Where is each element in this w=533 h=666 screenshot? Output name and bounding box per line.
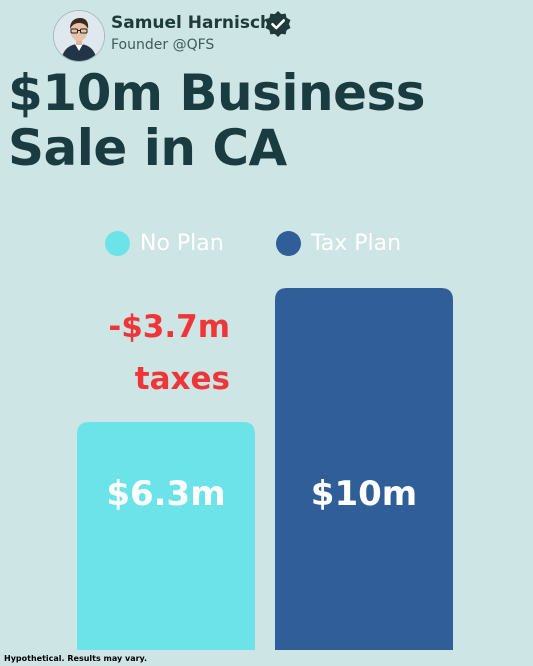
person-avatar-icon <box>54 11 104 61</box>
legend-item-tax-plan: Tax Plan <box>276 231 401 256</box>
avatar <box>54 11 104 61</box>
legend-label-tax-plan: Tax Plan <box>311 231 402 256</box>
legend-swatch-tax-plan <box>276 231 301 256</box>
bar-value-label: $10m <box>311 474 417 514</box>
bar-value-label: $6.3m <box>106 474 225 514</box>
tax-annotation: -$3.7m taxes <box>108 301 230 405</box>
page-title: $10m Business Sale in CA <box>8 66 508 176</box>
legend-swatch-no-plan <box>105 231 130 256</box>
author-name: Samuel Harnisch <box>111 13 273 33</box>
title-line-2: Sale in CA <box>8 119 287 177</box>
verified-check-icon <box>265 11 291 37</box>
disclaimer: Hypothetical. Results may vary. <box>4 654 148 663</box>
tax-annotation-amount: -$3.7m <box>108 309 230 345</box>
title-line-1: $10m Business <box>8 64 426 122</box>
author-subtitle: Founder @QFS <box>111 37 215 53</box>
bar-tax-plan <box>275 288 453 650</box>
legend-item-no-plan: No Plan <box>105 231 224 256</box>
legend-label-no-plan: No Plan <box>140 231 224 256</box>
tax-annotation-label: taxes <box>134 361 230 397</box>
bar-no-plan <box>77 421 255 650</box>
